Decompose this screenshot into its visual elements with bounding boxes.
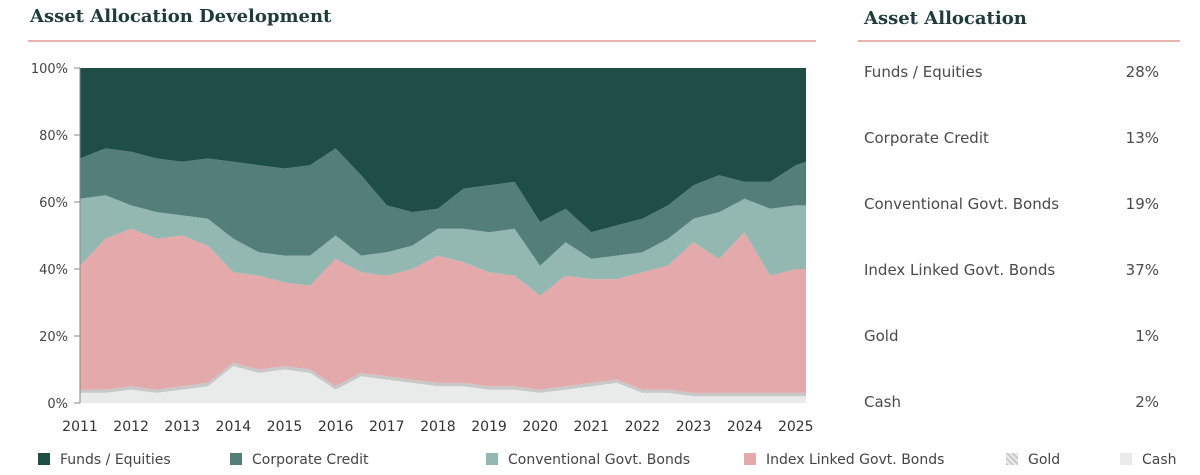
allocation-label: Cash (864, 393, 901, 411)
legend-item-cash: Cash (1120, 452, 1177, 468)
legend-label: Index Linked Govt. Bonds (766, 452, 945, 468)
legend-swatch (744, 453, 756, 465)
x-tick-label: 2022 (625, 419, 661, 435)
y-tick-label: 60% (39, 196, 68, 211)
allocation-value: 2% (1135, 393, 1159, 411)
allocation-underline (858, 40, 1180, 42)
allocation-label: Index Linked Govt. Bonds (864, 261, 1056, 279)
x-tick-label: 2025 (778, 419, 814, 435)
x-tick-label: 2017 (369, 419, 405, 435)
chart-title: Asset Allocation Development (30, 6, 332, 27)
legend-label: Corporate Credit (252, 452, 369, 468)
axes: 0% 20% 40% 60% 80% 100% 2011 2012 2013 2014 2015 20… (31, 62, 814, 435)
y-tick-label: 100% (31, 62, 68, 77)
legend-item-funds-equities: Funds / Equities (38, 452, 171, 468)
legend-label: Gold (1028, 452, 1061, 468)
x-tick-label: 2021 (573, 419, 609, 435)
x-tick-label: 2015 (267, 419, 303, 435)
legend-swatch (486, 453, 498, 465)
legend-swatch (1120, 453, 1132, 465)
legend-item-index-linked-govt-bonds: Index Linked Govt. Bonds (744, 452, 944, 468)
x-tick-label: 2016 (318, 419, 354, 435)
stacked-area-chart: 0% 20% 40% 60% 80% 100% 2011 2012 2013 2014 2015 20… (31, 62, 814, 435)
area-gold (80, 362, 806, 397)
y-tick-label: 20% (39, 330, 68, 345)
x-tick-label: 2019 (471, 419, 507, 435)
area-conventional-govt-bonds (80, 195, 806, 296)
x-tick-label: 2024 (727, 419, 763, 435)
legend-swatch (230, 453, 242, 465)
legend-label: Funds / Equities (60, 452, 171, 468)
allocation-value: 37% (1125, 261, 1159, 279)
allocation-row-gold: Gold 1% (864, 327, 1164, 351)
legend-item-corporate-credit: Corporate Credit (230, 452, 369, 468)
y-tick-label: 80% (39, 129, 68, 144)
legend-label: Conventional Govt. Bonds (508, 452, 691, 468)
allocation-value: 1% (1135, 327, 1159, 345)
area-corporate-credit (80, 148, 806, 266)
allocation-label: Conventional Govt. Bonds (864, 195, 1060, 213)
allocation-row-funds-equities: Funds / Equities 28% (864, 63, 1164, 87)
y-tick-label: 0% (47, 397, 68, 412)
legend-item-conventional-govt-bonds: Conventional Govt. Bonds (486, 452, 690, 468)
area-cash (80, 366, 806, 403)
x-tick-label: 2013 (164, 419, 200, 435)
legend-item-gold: Gold (1006, 452, 1060, 468)
legend-label: Cash (1142, 452, 1177, 468)
allocation-title: Asset Allocation (864, 8, 1027, 29)
allocation-label: Funds / Equities (864, 63, 983, 81)
title-underline (28, 40, 816, 42)
y-tick-label: 40% (39, 263, 68, 278)
area-funds-equities (80, 68, 806, 233)
allocation-value: 19% (1125, 195, 1159, 213)
allocation-value: 28% (1125, 63, 1159, 81)
allocation-label: Gold (864, 327, 899, 345)
area-index-linked-govt-bonds (80, 228, 806, 393)
allocation-row-corporate-credit: Corporate Credit 13% (864, 129, 1164, 153)
x-tick-label: 2011 (62, 419, 98, 435)
allocation-row-cash: Cash 2% (864, 393, 1164, 417)
allocation-label: Corporate Credit (864, 129, 989, 147)
allocation-row-index-linked-govt-bonds: Index Linked Govt. Bonds 37% (864, 261, 1164, 285)
chart-legend: Funds / Equities Corporate Credit Conven… (38, 452, 1188, 472)
x-tick-label: 2018 (420, 419, 456, 435)
x-tick-label: 2014 (216, 419, 252, 435)
x-tick-label: 2023 (676, 419, 712, 435)
allocation-value: 13% (1125, 129, 1159, 147)
x-tick-label: 2012 (113, 419, 149, 435)
legend-swatch (38, 453, 50, 465)
legend-swatch (1006, 453, 1018, 465)
series-areas (80, 68, 806, 403)
x-tick-label: 2020 (522, 419, 558, 435)
allocation-row-conventional-govt-bonds: Conventional Govt. Bonds 19% (864, 195, 1164, 219)
